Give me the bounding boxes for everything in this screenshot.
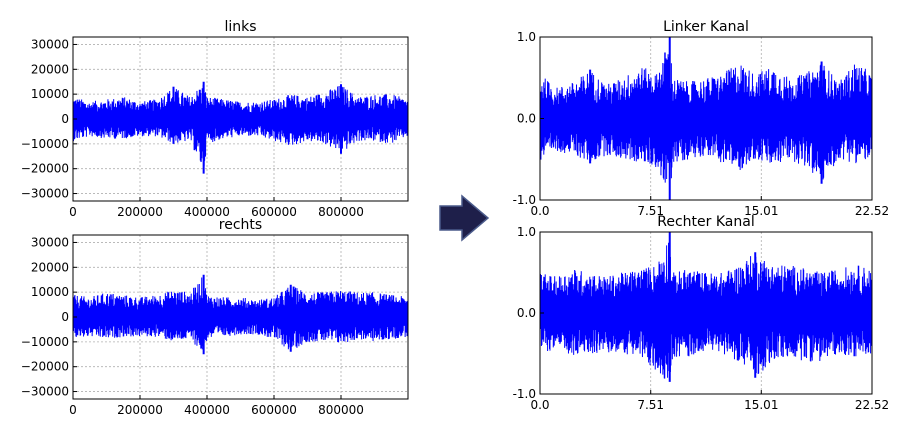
- y-tick-label: −10000: [21, 335, 69, 349]
- y-tick-label: 30000: [31, 235, 69, 249]
- x-tick-label: 0.0: [530, 398, 549, 412]
- x-tick-label: 800000: [318, 403, 364, 417]
- series-waveform-1: [539, 48, 873, 194]
- x-tick-label: 0: [69, 205, 77, 219]
- y-tick-label: 10000: [31, 87, 69, 101]
- series-waveform-1: [539, 242, 873, 379]
- chart-title: Rechter Kanal: [657, 214, 754, 230]
- x-tick-label: 600000: [251, 205, 297, 219]
- y-tick-label: 1.0: [517, 30, 536, 44]
- y-tick-label: 1.0: [517, 225, 536, 239]
- x-tick-label: 0: [69, 403, 77, 417]
- series-waveform-1: [72, 84, 409, 169]
- y-tick-label: −20000: [21, 162, 69, 176]
- y-tick-label: 30000: [31, 37, 69, 51]
- y-tick-label: 10000: [31, 285, 69, 299]
- y-tick-label: −30000: [21, 385, 69, 399]
- x-tick-label: 800000: [318, 205, 364, 219]
- chart-title: Linker Kanal: [663, 19, 749, 35]
- x-tick-label: 15.01: [744, 398, 778, 412]
- y-tick-label: 0: [61, 310, 69, 324]
- y-tick-label: 0: [61, 112, 69, 126]
- y-tick-label: −20000: [21, 360, 69, 374]
- x-tick-label: 22.52: [855, 204, 889, 218]
- chart-title: links: [224, 19, 256, 35]
- x-tick-label: 200000: [117, 205, 163, 219]
- x-tick-label: 200000: [117, 403, 163, 417]
- y-tick-label: 20000: [31, 62, 69, 76]
- x-tick-label: 22.52: [855, 398, 889, 412]
- x-tick-label: 0.0: [530, 204, 549, 218]
- y-tick-label: −30000: [21, 187, 69, 201]
- x-tick-label: 7.51: [637, 204, 664, 218]
- x-tick-label: 600000: [251, 403, 297, 417]
- x-tick-label: 400000: [184, 205, 230, 219]
- y-tick-label: 0.0: [517, 112, 536, 126]
- y-tick-label: -1.0: [513, 193, 536, 207]
- chart-panel-1: 0 200000 400000 600000 800000 30000 20000 10000…: [21, 19, 409, 219]
- x-tick-label: 400000: [184, 403, 230, 417]
- series-waveform-1: [72, 277, 409, 350]
- x-tick-label: 15.01: [744, 204, 778, 218]
- chart-panel-2: 0 200000 400000 600000 800000 30000 20000 10000…: [21, 217, 409, 417]
- y-tick-label: 20000: [31, 260, 69, 274]
- right-arrow-icon: [439, 194, 490, 242]
- y-tick-label: −10000: [21, 137, 69, 151]
- chart-title: rechts: [219, 217, 262, 233]
- y-tick-label: 0.0: [517, 306, 536, 320]
- y-tick-label: -1.0: [513, 387, 536, 401]
- charts-layer: 0 200000 400000 600000 800000300002000010000…: [21, 19, 889, 417]
- x-tick-label: 7.51: [637, 398, 664, 412]
